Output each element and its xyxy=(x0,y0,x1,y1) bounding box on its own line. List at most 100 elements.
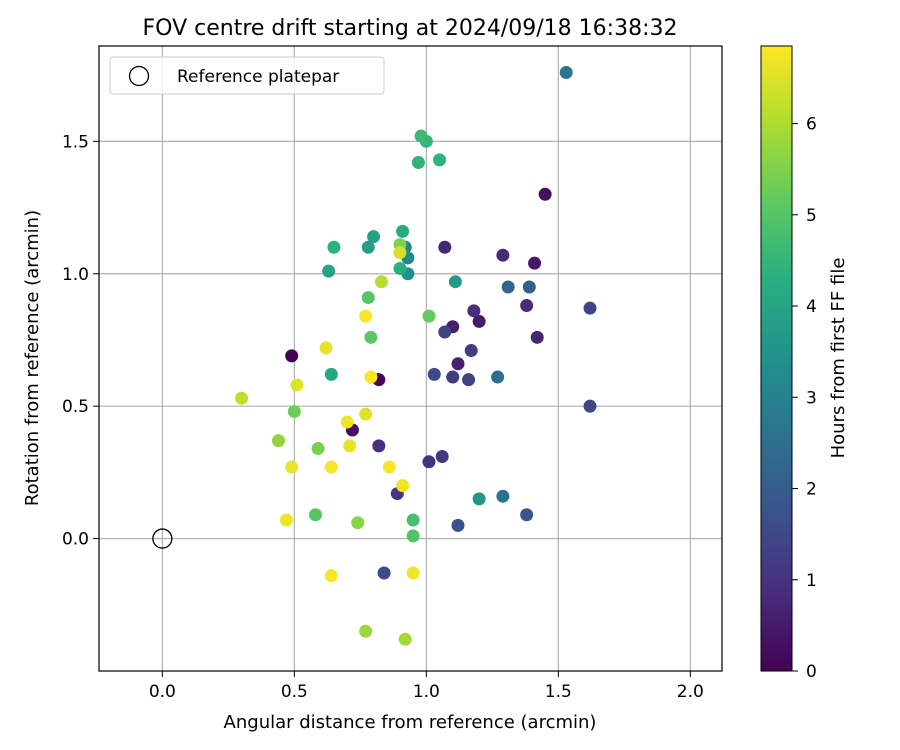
data-point xyxy=(422,309,436,323)
data-point xyxy=(359,624,373,638)
colorbar-tick-label: 5 xyxy=(806,206,817,226)
data-point xyxy=(361,291,375,305)
data-point xyxy=(438,240,452,254)
data-point xyxy=(448,275,462,289)
legend-label: Reference platepar xyxy=(177,67,339,87)
y-tick-label: 1.5 xyxy=(62,132,89,152)
data-point xyxy=(528,256,542,270)
data-point xyxy=(319,341,333,355)
y-tick-label: 0.0 xyxy=(62,530,89,550)
y-tick-label: 1.0 xyxy=(62,265,89,285)
data-point xyxy=(367,230,381,244)
data-point xyxy=(311,442,325,456)
data-point xyxy=(359,407,373,421)
data-point xyxy=(446,370,460,384)
data-point xyxy=(374,275,388,289)
colorbar: 0 1 2 3 4 5 6 Hours from first FF file xyxy=(760,45,849,682)
data-point xyxy=(583,399,597,413)
data-point xyxy=(279,513,293,527)
data-point xyxy=(285,349,299,363)
data-point xyxy=(359,309,373,323)
data-point xyxy=(327,240,341,254)
data-point xyxy=(433,153,447,167)
data-point xyxy=(462,373,476,387)
colorbar-gradient xyxy=(760,45,793,672)
data-point xyxy=(559,65,573,79)
colorbar-tick-label: 4 xyxy=(806,297,817,317)
y-axis-label: Rotation from reference (arcmin) xyxy=(22,210,43,506)
data-point xyxy=(287,404,301,418)
x-tick-label: 0.5 xyxy=(281,682,308,702)
data-point xyxy=(372,439,386,453)
data-point xyxy=(414,129,428,143)
data-point xyxy=(322,264,336,278)
data-point xyxy=(467,304,481,318)
x-tick-label: 1.0 xyxy=(413,682,440,702)
data-point xyxy=(361,240,375,254)
data-point xyxy=(472,314,486,328)
data-point xyxy=(464,344,478,358)
data-point xyxy=(472,492,486,506)
data-points xyxy=(152,65,597,646)
legend: Reference platepar xyxy=(109,56,385,95)
data-point xyxy=(398,632,412,646)
reference-platepar-marker xyxy=(152,528,173,549)
data-point xyxy=(272,434,286,448)
data-point xyxy=(324,460,338,474)
data-point xyxy=(451,357,465,371)
data-point xyxy=(343,439,357,453)
legend-marker xyxy=(128,65,150,87)
data-point xyxy=(438,325,452,339)
data-point xyxy=(393,261,407,275)
data-point xyxy=(340,415,354,429)
data-point xyxy=(364,370,378,384)
x-axis-label: Angular distance from reference (arcmin) xyxy=(224,712,597,733)
data-point xyxy=(324,367,338,381)
data-point xyxy=(396,224,410,238)
data-point xyxy=(496,248,510,262)
data-point xyxy=(290,378,304,392)
data-point xyxy=(285,460,299,474)
data-point xyxy=(451,518,465,532)
data-point xyxy=(422,455,436,469)
y-axis-ticks: 0.0 0.5 1.0 1.5 xyxy=(62,132,99,550)
colorbar-label: Hours from first FF file xyxy=(828,258,849,459)
data-point xyxy=(522,280,536,294)
data-point xyxy=(427,367,441,381)
data-point xyxy=(583,301,597,315)
data-point xyxy=(530,330,544,344)
data-point xyxy=(377,566,391,580)
legend-box xyxy=(109,56,385,95)
data-point xyxy=(435,449,449,463)
data-point xyxy=(406,529,420,543)
data-point xyxy=(364,330,378,344)
plot-frame xyxy=(98,45,723,672)
chart-title: FOV centre drift starting at 2024/09/18 … xyxy=(143,16,678,41)
data-point xyxy=(411,156,425,170)
colorbar-tick-label: 1 xyxy=(806,571,817,591)
data-point xyxy=(235,391,249,405)
data-point xyxy=(406,513,420,527)
data-point xyxy=(382,460,396,474)
data-point xyxy=(324,569,338,583)
data-point xyxy=(538,187,552,201)
data-point xyxy=(308,508,322,522)
data-point xyxy=(491,370,505,384)
data-point xyxy=(351,516,365,530)
x-axis-ticks: 0.0 0.5 1.0 1.5 2.0 xyxy=(149,671,704,702)
colorbar-ticks: 0 1 2 3 4 5 6 xyxy=(792,115,817,682)
data-point xyxy=(393,246,407,260)
x-tick-label: 2.0 xyxy=(677,682,704,702)
data-point xyxy=(396,479,410,493)
data-point xyxy=(496,489,510,503)
data-point xyxy=(520,508,534,522)
x-tick-label: 1.5 xyxy=(545,682,572,702)
x-tick-label: 0.0 xyxy=(149,682,176,702)
colorbar-tick-label: 6 xyxy=(806,115,817,135)
data-point xyxy=(406,566,420,580)
colorbar-tick-label: 0 xyxy=(806,662,817,682)
data-point xyxy=(520,299,534,313)
colorbar-tick-label: 3 xyxy=(806,388,817,408)
colorbar-tick-label: 2 xyxy=(806,480,817,500)
